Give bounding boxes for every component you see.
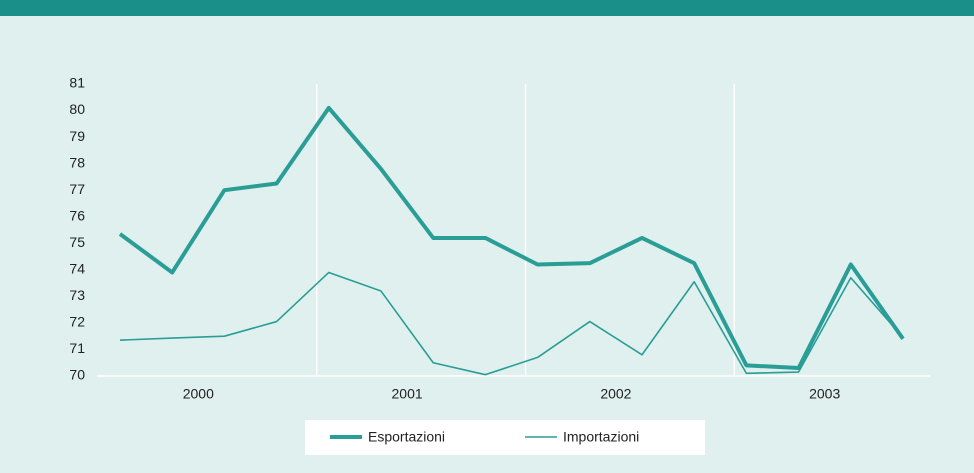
y-tick-label: 75 [69,234,85,250]
x-group-label: 2002 [600,386,631,402]
header-bar [0,0,974,16]
y-tick-label: 76 [69,207,85,223]
legend-label: Esportazioni [368,429,445,445]
y-tick-label: 70 [69,367,85,383]
y-tick-label: 73 [69,287,85,303]
x-group-label: 2000 [183,386,214,402]
x-group-label: 2003 [809,386,840,402]
legend-label: Importazioni [563,429,639,445]
y-tick-label: 77 [69,181,85,197]
y-tick-label: 72 [69,314,85,330]
series-line [119,271,904,376]
x-group-label: 2001 [392,386,423,402]
y-tick-label: 71 [69,340,85,356]
y-tick-label: 79 [69,128,85,144]
y-tick-label: 80 [69,101,85,117]
y-tick-label: 81 [69,75,85,91]
legend-box [305,420,705,455]
y-tick-label: 78 [69,154,85,170]
series-line [118,105,905,371]
y-tick-label: 74 [69,261,85,277]
